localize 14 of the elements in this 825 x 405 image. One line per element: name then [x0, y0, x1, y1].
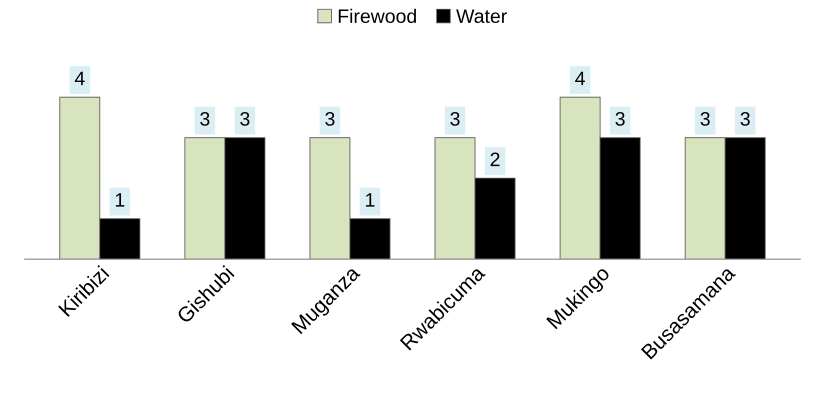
legend-label: Water — [456, 9, 507, 24]
data-label: 4 — [74, 72, 85, 86]
data-label: 3 — [450, 112, 460, 126]
legend-label: Firewood — [338, 8, 416, 24]
data-label: 4 — [575, 72, 585, 86]
data-label: 3 — [325, 112, 334, 126]
data-label: 3 — [700, 112, 710, 126]
data-label: 3 — [200, 112, 210, 126]
data-label: 2 — [490, 152, 500, 166]
data-label: 3 — [240, 112, 250, 126]
data-label: 1 — [116, 193, 124, 207]
data-label: 3 — [740, 112, 750, 126]
data-label: 3 — [615, 112, 625, 126]
data-label: 1 — [366, 193, 374, 207]
